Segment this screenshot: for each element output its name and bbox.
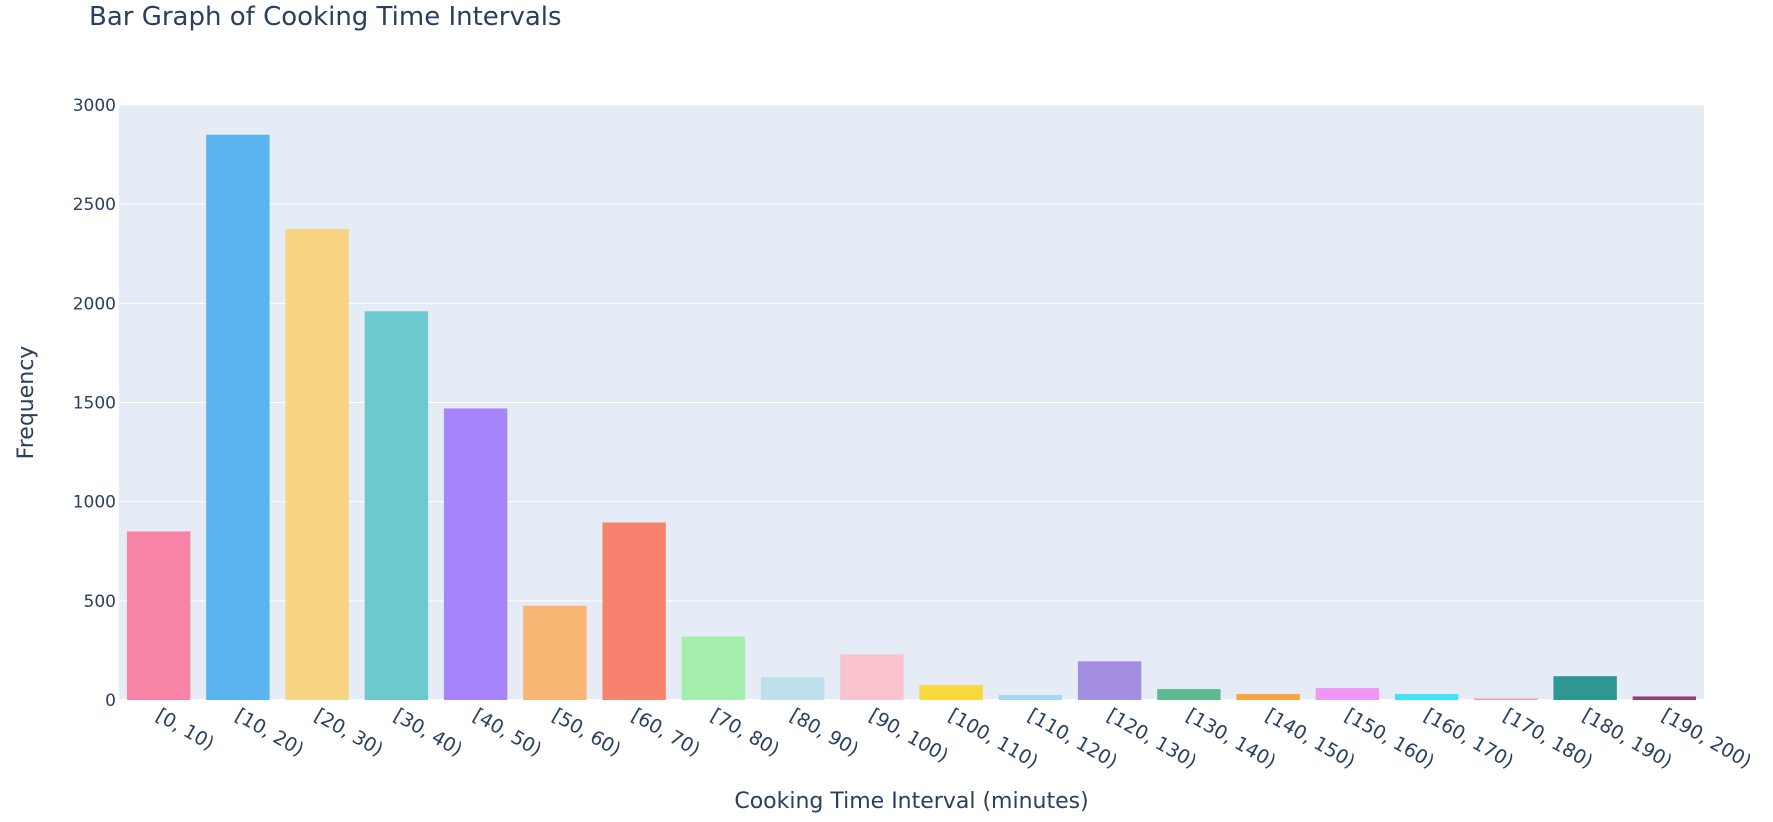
bar <box>840 654 904 700</box>
x-tick-label: [130, 140) <box>1182 704 1279 773</box>
x-tick-label: [100, 110) <box>945 704 1042 773</box>
bar <box>206 134 270 700</box>
y-tick-label: 1000 <box>73 493 116 513</box>
bar <box>285 228 349 701</box>
x-tick-label: [0, 10) <box>152 704 218 755</box>
bar <box>1474 698 1538 700</box>
x-tick-label: [20, 30) <box>311 704 387 761</box>
bar <box>1077 661 1142 700</box>
x-tick-label: [110, 120) <box>1024 704 1121 773</box>
bar <box>1315 688 1380 700</box>
x-tick-label: [170, 180) <box>1499 704 1596 773</box>
bar <box>1157 689 1221 700</box>
x-tick-label: [140, 150) <box>1262 704 1359 773</box>
bar <box>1553 676 1617 700</box>
bar <box>443 408 508 700</box>
x-tick-label: [70, 80) <box>707 704 783 761</box>
bar <box>602 522 666 700</box>
x-tick-label: [180, 190) <box>1579 704 1676 773</box>
bar <box>126 531 191 700</box>
bars <box>126 134 1697 701</box>
bar <box>364 311 429 700</box>
x-tick-label: [80, 90) <box>786 704 862 761</box>
bar <box>681 636 746 700</box>
bar <box>1632 696 1697 700</box>
y-tick-label: 3000 <box>73 96 116 116</box>
y-tick-label: 500 <box>84 592 116 612</box>
x-tick-label: [30, 40) <box>390 704 466 761</box>
x-tick-label: [190, 200) <box>1658 704 1755 773</box>
x-tick-label: [50, 60) <box>548 704 624 761</box>
x-tick-label: [90, 100) <box>865 704 952 767</box>
bar <box>998 695 1063 700</box>
y-tick-label: 0 <box>105 691 116 711</box>
bar <box>1394 694 1459 700</box>
x-axis-label: Cooking Time Interval (minutes) <box>734 789 1088 814</box>
x-tick-label: [160, 170) <box>1420 704 1517 773</box>
x-axis-ticks: [0, 10) [10, 20) [20, 30) [30, 40) [40, 50)[… <box>152 704 1755 773</box>
x-tick-label: [10, 20) <box>231 704 307 761</box>
y-tick-label: 1500 <box>73 394 116 414</box>
bar <box>523 605 587 700</box>
y-tick-label: 2000 <box>73 294 116 314</box>
x-tick-label: [120, 130) <box>1103 704 1200 773</box>
x-tick-label: [60, 70) <box>628 704 704 761</box>
x-tick-label: [150, 160) <box>1341 704 1438 773</box>
bar <box>1236 694 1300 700</box>
chart-title: Bar Graph of Cooking Time Intervals <box>89 2 562 32</box>
y-tick-label: 2500 <box>73 195 116 215</box>
bar <box>919 685 983 700</box>
bar <box>760 677 825 700</box>
x-tick-label: [40, 50) <box>469 704 545 761</box>
y-axis-ticks: 0 500 1000 1500 2000 2500 3000 <box>73 96 116 711</box>
y-axis-label: Frequency <box>14 346 39 460</box>
